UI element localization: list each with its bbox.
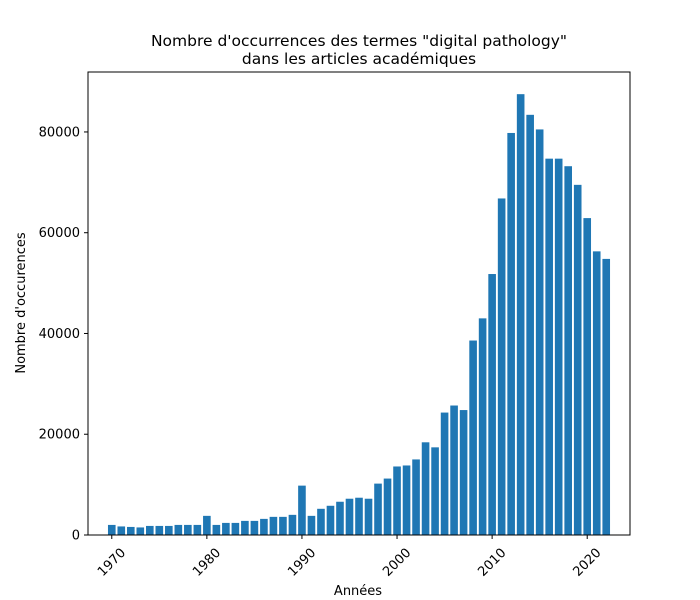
bar-2017 [554,158,563,535]
bar-2021 [592,251,601,536]
bar-1978 [184,524,192,535]
chart-title-line-1: Nombre d'occurrences des termes "digital… [151,32,567,50]
bar-1976 [165,525,173,535]
bar-1995 [345,498,354,535]
x-tick-label-2010: 2010 [475,546,509,580]
y-tick-label-60000: 60000 [39,226,80,241]
plot-frame [87,71,631,536]
bar-1992 [317,508,325,535]
bar-2014 [526,114,534,535]
bar-1988 [279,516,287,535]
bar-1986 [260,518,268,535]
bar-1982 [222,522,230,535]
bar-1999 [383,478,392,535]
bar-2022 [602,258,611,535]
bar-1984 [241,520,249,535]
bar-1972 [126,526,135,535]
bar-2000 [393,466,401,535]
bar-1973 [136,527,145,535]
bar-2006 [450,405,458,535]
bar-2008 [469,340,477,535]
bar-1974 [146,525,154,535]
bar-2013 [516,94,525,536]
bar-2018 [564,166,572,535]
x-tick-label-1970: 1970 [95,546,129,580]
x-tick-label-2020: 2020 [570,546,604,580]
bar-2010 [488,274,496,535]
bar-1987 [269,516,278,535]
bar-2004 [431,447,439,535]
bar-2015 [535,129,544,535]
bar-1990 [298,485,306,535]
bar-1989 [288,514,297,535]
y-tick-label-0: 0 [72,529,80,544]
bar-2007 [459,410,468,535]
bar-2001 [402,465,411,535]
x-axis: 1970 1980 1990 2000 2010 2020 [95,535,604,580]
bar-1997 [364,498,373,535]
bar-1975 [155,525,164,535]
x-axis-label: Années [334,584,382,599]
y-axis-label: Nombre d'occurences [14,232,29,374]
bar-1977 [174,524,183,535]
bar-1998 [374,483,382,535]
y-axis: 0 20000 40000 60000 80000 [39,125,88,544]
bar-1981 [212,524,221,535]
bar-1979 [193,524,202,535]
y-tick-label-80000: 80000 [39,125,80,140]
bar-2020 [583,218,592,535]
chart-title-line-2: dans les articles académiques [242,50,476,68]
x-tick-label-1990: 1990 [285,546,319,580]
bar-2019 [573,184,582,535]
y-tick-label-20000: 20000 [39,428,80,443]
bar-2009 [478,318,487,535]
bar-1983 [231,522,240,535]
y-tick-label-40000: 40000 [39,327,80,342]
x-tick-label-1980: 1980 [190,546,224,580]
bar-1996 [355,497,363,535]
bar-1980 [203,515,211,535]
bar-1970 [107,524,116,535]
bar-1985 [250,520,259,535]
x-tick-label-2000: 2000 [380,546,414,580]
bar-1991 [307,515,316,535]
bar-series [107,94,611,536]
bar-2012 [507,132,515,535]
bar-1971 [117,526,126,535]
bar-2003 [421,442,430,535]
bar-2011 [497,198,506,535]
bar-2002 [412,459,420,535]
bar-2016 [545,158,553,535]
bar-1994 [336,501,344,535]
bar-1993 [326,505,335,535]
bar-2005 [440,412,449,535]
